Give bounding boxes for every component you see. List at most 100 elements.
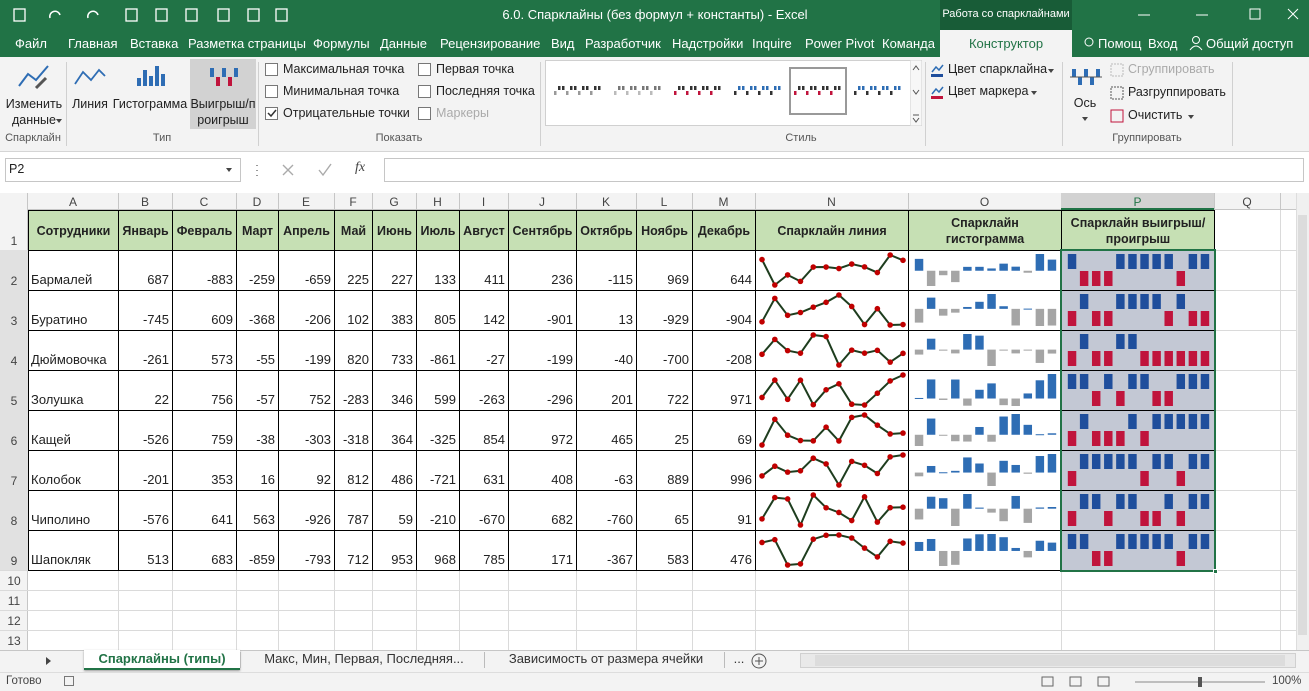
- name-cell[interactable]: Дюймовочка: [31, 352, 115, 367]
- number-cell[interactable]: -793: [281, 552, 331, 567]
- type-button[interactable]: Выигрыш/проигрыш: [190, 96, 256, 128]
- number-cell[interactable]: -859: [239, 552, 275, 567]
- row-header[interactable]: 9: [0, 554, 28, 568]
- number-cell[interactable]: -296: [511, 392, 573, 407]
- account-item[interactable]: Общий доступ: [1206, 36, 1293, 51]
- number-cell[interactable]: -368: [239, 312, 275, 327]
- number-cell[interactable]: 759: [175, 432, 233, 447]
- number-cell[interactable]: 889: [639, 472, 689, 487]
- checkbox-label[interactable]: Первая точка: [436, 62, 514, 76]
- number-cell[interactable]: 227: [375, 272, 413, 287]
- number-cell[interactable]: 644: [695, 272, 752, 287]
- number-cell[interactable]: 712: [337, 552, 369, 567]
- number-cell[interactable]: 408: [511, 472, 573, 487]
- column-header[interactable]: D: [236, 195, 278, 209]
- number-cell[interactable]: 16: [239, 472, 275, 487]
- number-cell[interactable]: 225: [337, 272, 369, 287]
- active-ribbon-tab[interactable]: Конструктор: [940, 36, 1072, 51]
- row-header[interactable]: 3: [0, 314, 28, 328]
- number-cell[interactable]: 583: [639, 552, 689, 567]
- sheet-tab[interactable]: Макс, Мин, Первая, Последняя...: [244, 651, 484, 666]
- number-cell[interactable]: -659: [281, 272, 331, 287]
- number-cell[interactable]: -38: [239, 432, 275, 447]
- number-cell[interactable]: 820: [337, 352, 369, 367]
- number-cell[interactable]: -55: [239, 352, 275, 367]
- checkbox[interactable]: [265, 85, 278, 98]
- row-header[interactable]: 11: [0, 594, 28, 608]
- column-header[interactable]: L: [636, 195, 692, 209]
- number-cell[interactable]: -115: [579, 272, 633, 287]
- column-header[interactable]: K: [576, 195, 636, 209]
- number-cell[interactable]: 486: [375, 472, 413, 487]
- name-cell[interactable]: Шапокляк: [31, 552, 115, 567]
- number-cell[interactable]: -40: [579, 352, 633, 367]
- row-header[interactable]: 8: [0, 514, 28, 528]
- column-header[interactable]: G: [372, 195, 416, 209]
- ribbon-tab[interactable]: Разработчик: [585, 36, 661, 51]
- number-cell[interactable]: 968: [419, 552, 456, 567]
- number-cell[interactable]: -210: [419, 512, 456, 527]
- ribbon-tab[interactable]: Inquire: [752, 36, 792, 51]
- number-cell[interactable]: -526: [121, 432, 169, 447]
- row-header[interactable]: 4: [0, 354, 28, 368]
- formula-input[interactable]: [384, 158, 1304, 182]
- number-cell[interactable]: -721: [419, 472, 456, 487]
- number-cell[interactable]: 25: [639, 432, 689, 447]
- number-cell[interactable]: 969: [639, 272, 689, 287]
- column-header[interactable]: Q: [1214, 195, 1280, 209]
- number-cell[interactable]: -904: [695, 312, 752, 327]
- name-cell[interactable]: Чиполино: [31, 512, 115, 527]
- number-cell[interactable]: -259: [239, 272, 275, 287]
- name-cell[interactable]: Буратино: [31, 312, 115, 327]
- checkbox[interactable]: [265, 63, 278, 76]
- number-cell[interactable]: -861: [419, 352, 456, 367]
- number-cell[interactable]: 752: [281, 392, 331, 407]
- number-cell[interactable]: 785: [462, 552, 505, 567]
- row-header[interactable]: 7: [0, 474, 28, 488]
- number-cell[interactable]: 854: [462, 432, 505, 447]
- number-cell[interactable]: 59: [375, 512, 413, 527]
- column-header[interactable]: F: [334, 195, 372, 209]
- number-cell[interactable]: -199: [281, 352, 331, 367]
- number-cell[interactable]: -926: [281, 512, 331, 527]
- ribbon-tab[interactable]: Данные: [380, 36, 427, 51]
- number-cell[interactable]: 756: [175, 392, 233, 407]
- ribbon-tab[interactable]: Файл: [15, 36, 47, 51]
- number-cell[interactable]: -700: [639, 352, 689, 367]
- column-header[interactable]: H: [416, 195, 459, 209]
- checkbox[interactable]: [265, 107, 278, 120]
- edit-data-button[interactable]: Изменить данные: [2, 96, 66, 128]
- number-cell[interactable]: -760: [579, 512, 633, 527]
- active-sheet-tab[interactable]: Спарклайны (типы): [84, 651, 240, 666]
- number-cell[interactable]: -367: [579, 552, 633, 567]
- axis-button[interactable]: Ось: [1062, 96, 1108, 110]
- checkbox-label[interactable]: Минимальная точка: [283, 84, 399, 98]
- number-cell[interactable]: -901: [511, 312, 573, 327]
- number-cell[interactable]: 953: [375, 552, 413, 567]
- number-cell[interactable]: 346: [375, 392, 413, 407]
- number-cell[interactable]: -206: [281, 312, 331, 327]
- number-cell[interactable]: -201: [121, 472, 169, 487]
- row-header[interactable]: 10: [0, 574, 28, 588]
- checkbox-label[interactable]: Отрицательные точки: [283, 106, 410, 120]
- row-header[interactable]: 5: [0, 394, 28, 408]
- ribbon-tab[interactable]: Рецензирование: [440, 36, 540, 51]
- checkbox[interactable]: [418, 63, 431, 76]
- column-header[interactable]: M: [692, 195, 755, 209]
- checkbox-label[interactable]: Максимальная точка: [283, 62, 404, 76]
- number-cell[interactable]: 142: [462, 312, 505, 327]
- number-cell[interactable]: 573: [175, 352, 233, 367]
- number-cell[interactable]: 476: [695, 552, 752, 567]
- number-cell[interactable]: 971: [695, 392, 752, 407]
- number-cell[interactable]: -745: [121, 312, 169, 327]
- number-cell[interactable]: 687: [121, 272, 169, 287]
- number-cell[interactable]: -670: [462, 512, 505, 527]
- number-cell[interactable]: 682: [511, 512, 573, 527]
- number-cell[interactable]: 996: [695, 472, 752, 487]
- number-cell[interactable]: 787: [337, 512, 369, 527]
- number-cell[interactable]: 411: [462, 272, 505, 287]
- number-cell[interactable]: 236: [511, 272, 573, 287]
- row-header[interactable]: 6: [0, 434, 28, 448]
- ribbon-tab[interactable]: Формулы: [313, 36, 370, 51]
- number-cell[interactable]: 69: [695, 432, 752, 447]
